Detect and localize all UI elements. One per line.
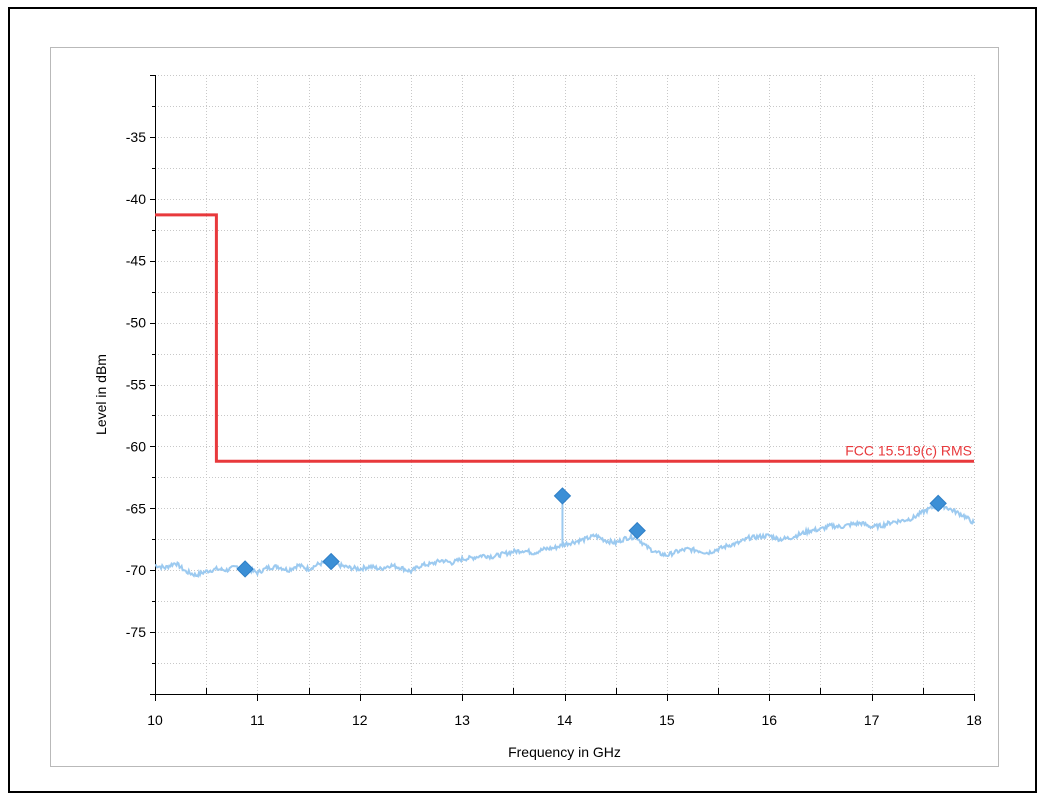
axes bbox=[150, 75, 975, 701]
x-tick-label: 14 bbox=[557, 712, 573, 728]
tick-labels: -75 -70 -65 -60 -55 -50 -45 -40 -35 10 11 12 13 14 15 1… bbox=[126, 129, 982, 728]
y-axis-label: Level in dBm bbox=[93, 354, 109, 435]
x-tick-label: 16 bbox=[761, 712, 777, 728]
y-tick-label: -55 bbox=[126, 377, 146, 393]
peak-marker bbox=[628, 521, 646, 540]
y-tick-label: -50 bbox=[126, 315, 146, 331]
y-tick-label: -70 bbox=[126, 562, 146, 578]
x-axis-label: Frequency in GHz bbox=[508, 744, 621, 760]
x-tick-label: 15 bbox=[659, 712, 675, 728]
y-tick-label: -35 bbox=[126, 129, 146, 145]
peak-marker bbox=[322, 552, 340, 571]
measurement-trace bbox=[154, 501, 975, 578]
y-tick-label: -45 bbox=[126, 253, 146, 269]
y-tick-label: -65 bbox=[126, 500, 146, 516]
limit-line bbox=[155, 213, 974, 463]
chart-panel bbox=[50, 47, 999, 767]
chart-frame bbox=[8, 7, 1037, 793]
series: FCC 15.519(c) RMS bbox=[154, 213, 975, 578]
y-tick-label: -75 bbox=[126, 624, 146, 640]
x-tick-label: 12 bbox=[352, 712, 368, 728]
grid bbox=[155, 75, 975, 694]
y-tick-label: -60 bbox=[126, 438, 146, 454]
x-tick-label: 13 bbox=[454, 712, 470, 728]
peak-marker bbox=[236, 560, 254, 578]
limit-line-label: FCC 15.519(c) RMS bbox=[845, 442, 972, 458]
x-tick-label: 11 bbox=[250, 712, 265, 728]
peak-marker bbox=[929, 494, 947, 513]
x-tick-label: 17 bbox=[864, 712, 880, 728]
x-tick-label: 10 bbox=[147, 712, 163, 728]
y-tick-label: -40 bbox=[126, 191, 146, 207]
x-tick-label: 18 bbox=[966, 712, 982, 728]
peak-marker bbox=[553, 487, 572, 505]
